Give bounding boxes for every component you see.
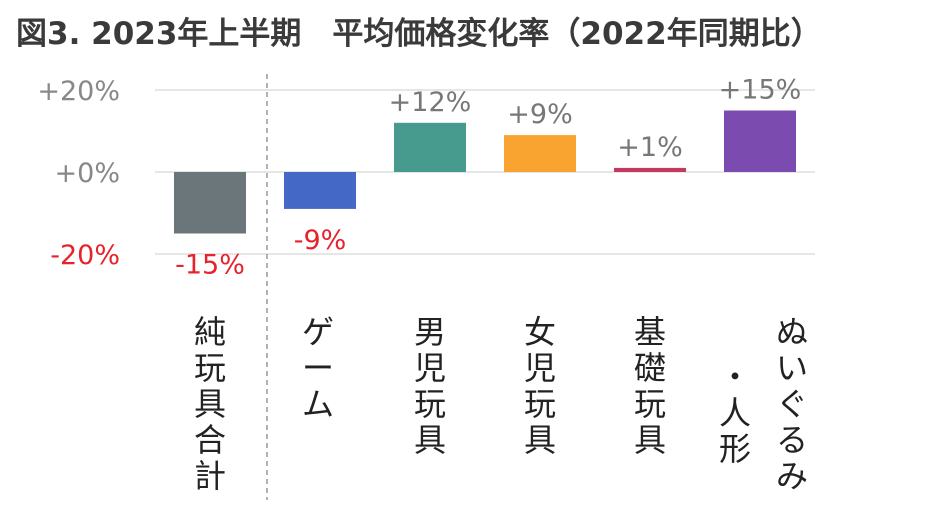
category-label-char: 人 (719, 394, 751, 432)
category-label-char: 礎 (634, 349, 666, 387)
gridlines (155, 89, 815, 255)
category-label-char: い (776, 349, 808, 387)
category-label-char: ぬ (776, 313, 808, 351)
category-label-char: ゲ (302, 313, 334, 351)
category-label-char: ぐ (776, 385, 808, 423)
y-tick-label: +0% (55, 158, 120, 189)
data-label: +1% (617, 132, 682, 163)
category-label-char: 具 (414, 421, 446, 459)
data-label: -9% (294, 225, 347, 256)
category-label-char: 玩 (194, 349, 226, 387)
category-label-char: み (776, 457, 808, 495)
data-label: +12% (389, 87, 472, 118)
category-label-char: 基 (634, 313, 666, 351)
category-label-char: 児 (414, 349, 446, 387)
category-label-char: 玩 (524, 385, 556, 423)
data-label: -15% (175, 250, 245, 281)
category-label-char: 純 (194, 313, 226, 351)
category-label-char: 計 (194, 457, 226, 495)
category-label-char: 具 (194, 385, 226, 423)
data-label: +9% (507, 99, 572, 130)
y-tick-label: +20% (37, 76, 120, 107)
category-label-char: 男 (414, 313, 446, 351)
category-label-char: 女 (524, 313, 556, 351)
category-label-char: 玩 (634, 385, 666, 423)
bar (284, 172, 356, 209)
category-label-char: 玩 (414, 385, 446, 423)
category-label-char: 合 (194, 421, 226, 459)
category-label-char: 具 (524, 421, 556, 459)
category-label-char: ー (302, 349, 334, 387)
chart-title: 図3. 2023年上半期 平均価格変化率（2022年同期比） (16, 16, 822, 52)
category-label-char: ム (302, 385, 334, 423)
bar (614, 167, 686, 172)
category-label-char: 形 (719, 430, 751, 468)
data-labels: -15% -9% +12% +9% +1% +15% (175, 75, 801, 281)
data-label: +15% (719, 75, 802, 106)
category-label-char: る (776, 421, 808, 459)
category-label-char: ・ (719, 358, 751, 396)
category-label-char: 児 (524, 349, 556, 387)
y-tick-label: -20% (50, 240, 120, 271)
bar (174, 172, 246, 234)
bars (174, 110, 796, 234)
bar (394, 122, 466, 172)
bar (724, 110, 796, 172)
y-axis-ticks: +20% +0% -20% (37, 76, 120, 271)
bar (504, 135, 576, 172)
category-label-char: 具 (634, 421, 666, 459)
